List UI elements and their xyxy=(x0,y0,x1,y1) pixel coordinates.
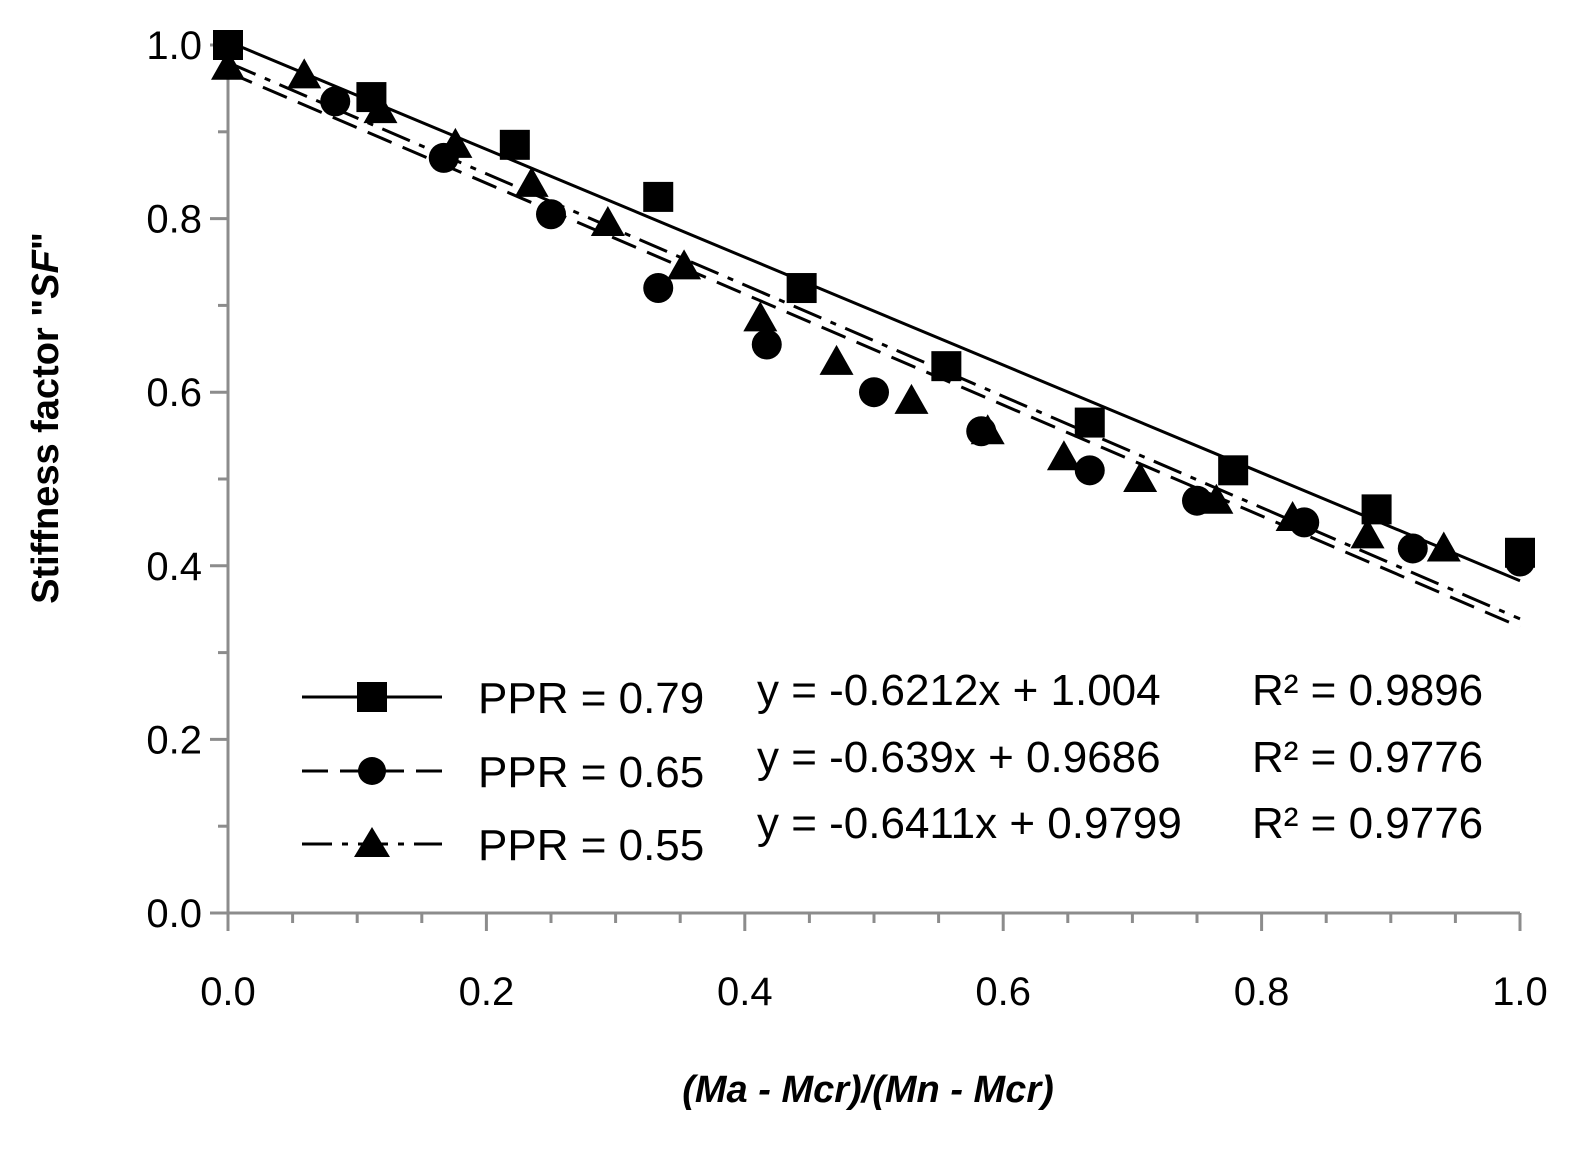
data-point-s0-8 xyxy=(1361,494,1392,525)
legend-label-2: PPR = 0.55 xyxy=(478,821,704,870)
data-point-s0-5 xyxy=(931,351,962,382)
legend-label-1: PPR = 0.65 xyxy=(478,748,704,797)
legend-r2-0: R² = 0.9896 xyxy=(1252,666,1483,715)
y-tick-label: 1.0 xyxy=(146,24,202,68)
legend-entry-2: PPR = 0.55 y = -0.6411x + 0.9799 R² = 0.… xyxy=(302,799,1483,870)
data-point-s2-12 xyxy=(1123,462,1158,492)
data-point-s2-5 xyxy=(590,205,625,236)
x-tick-label: 0.8 xyxy=(1234,970,1290,1014)
data-point-s2-7 xyxy=(743,301,778,332)
data-point-s2-6 xyxy=(667,249,702,280)
data-point-s2-13 xyxy=(1199,483,1234,514)
data-point-s2-3 xyxy=(438,127,473,158)
data-point-s1-12 xyxy=(1505,546,1535,577)
data-point-s0-7 xyxy=(1218,455,1249,486)
trendlines xyxy=(227,40,1521,629)
data-markers xyxy=(211,30,1535,577)
data-point-s2-0 xyxy=(211,49,245,80)
legend-r2-2: R² = 0.9776 xyxy=(1252,799,1483,848)
data-point-s2-14 xyxy=(1275,501,1310,532)
axes xyxy=(210,40,1522,931)
legend-marker-0 xyxy=(357,682,387,712)
x-tick-label: 0.0 xyxy=(200,970,256,1014)
data-point-s1-3 xyxy=(536,199,566,230)
legend-equation-1: y = -0.639x + 0.9686 xyxy=(757,733,1161,782)
y-axis-title-prefix: Stiffness factor " xyxy=(25,299,67,604)
legend-label-0: PPR = 0.79 xyxy=(478,674,704,723)
y-tick-label: 0.8 xyxy=(146,198,202,242)
data-point-s2-15 xyxy=(1350,518,1385,549)
legend: PPR = 0.79 y = -0.6212x + 1.004 R² = 0.9… xyxy=(302,666,1483,870)
data-point-s2-11 xyxy=(1046,440,1081,471)
x-tick-label: 0.2 xyxy=(459,970,515,1014)
data-point-s1-6 xyxy=(859,377,889,408)
y-axis-title-italic: SF xyxy=(25,248,67,298)
x-tick-label: 1.0 xyxy=(1492,970,1548,1014)
x-tick-label: 0.6 xyxy=(975,970,1031,1014)
legend-entry-1: PPR = 0.65 y = -0.639x + 0.9686 R² = 0.9… xyxy=(302,733,1483,797)
y-tick-label: 0.0 xyxy=(146,892,202,936)
data-point-s2-8 xyxy=(819,344,854,375)
data-point-s1-0 xyxy=(213,30,243,60)
y-axis-title: Stiffness factor "SF" xyxy=(25,232,67,604)
data-point-s1-4 xyxy=(643,273,674,304)
data-point-s1-11 xyxy=(1397,533,1428,564)
legend-marker-1 xyxy=(358,757,386,785)
data-point-s2-4 xyxy=(514,166,549,197)
data-point-s2-1 xyxy=(287,58,322,89)
y-tick-label: 0.2 xyxy=(146,718,202,762)
data-point-s2-10 xyxy=(970,414,1005,445)
trendline-2 xyxy=(227,61,1521,621)
data-point-s0-4 xyxy=(786,273,817,304)
data-point-s2-16 xyxy=(1426,531,1461,562)
legend-entry-0: PPR = 0.79 y = -0.6212x + 1.004 R² = 0.9… xyxy=(302,666,1483,723)
data-point-s0-6 xyxy=(1074,407,1105,438)
data-point-s2-9 xyxy=(894,383,929,414)
data-point-s1-8 xyxy=(1074,455,1105,486)
data-point-s1-1 xyxy=(320,86,351,117)
y-axis-title-suffix: " xyxy=(25,232,67,250)
data-point-s0-2 xyxy=(499,129,530,160)
legend-r2-1: R² = 0.9776 xyxy=(1252,733,1483,782)
data-point-s0-3 xyxy=(643,181,674,212)
y-tick-label: 0.6 xyxy=(146,371,202,415)
x-tick-label: 0.4 xyxy=(717,970,773,1014)
y-tick-label: 0.4 xyxy=(146,545,202,589)
data-point-s1-5 xyxy=(751,329,782,360)
tick-labels: 0.0 0.2 0.4 0.6 0.8 1.0 0.0 0.2 0.4 0.6 0.8 1.0 xyxy=(146,24,1547,1014)
trendline-1 xyxy=(227,70,1521,629)
x-axis-title: (Ma - Mcr)/(Mn - Mcr) xyxy=(682,1069,1054,1111)
trendline-0 xyxy=(227,40,1521,583)
legend-marker-2 xyxy=(354,827,390,857)
data-point-s2-2 xyxy=(363,93,398,124)
legend-equation-2: y = -0.6411x + 0.9799 xyxy=(757,799,1182,848)
legend-equation-0: y = -0.6212x + 1.004 xyxy=(757,666,1161,715)
